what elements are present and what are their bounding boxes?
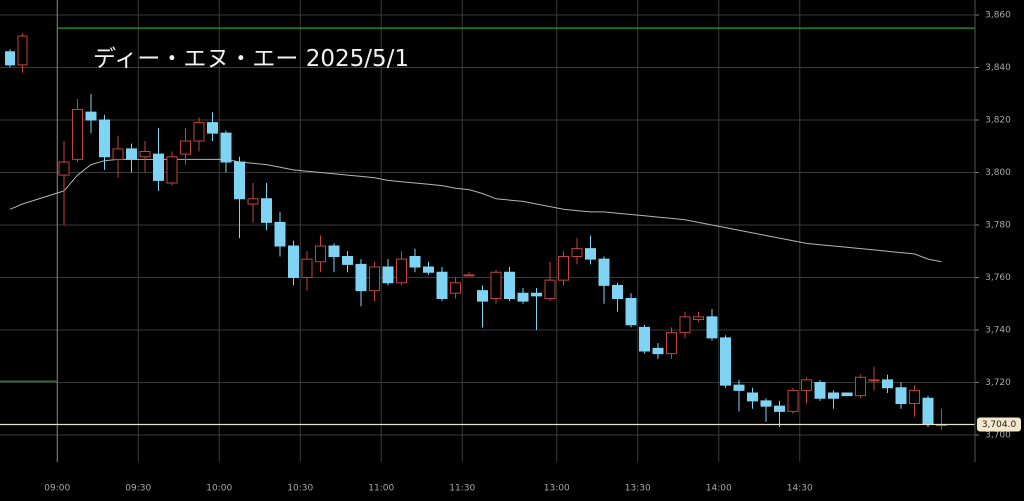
- candle-body: [85, 111, 97, 121]
- y-tick-label: 3,840: [985, 63, 1011, 73]
- candle-body: [288, 245, 299, 278]
- candle-body: [747, 392, 758, 402]
- candle-body: [450, 282, 461, 294]
- y-tick-label: 3,700: [985, 431, 1011, 441]
- candle-body: [409, 256, 421, 268]
- candle-body: [423, 266, 434, 273]
- x-tick-label: 09:00: [44, 484, 70, 494]
- candle-body: [342, 256, 353, 265]
- candle-body: [436, 271, 448, 299]
- candle-body: [396, 258, 407, 284]
- candle-body: [625, 298, 637, 326]
- candle-body: [207, 122, 218, 134]
- candle-body: [139, 151, 151, 158]
- candle-body: [382, 266, 394, 284]
- candle-body: [112, 148, 124, 160]
- chart-title: ディー・エヌ・エー 2025/5/1: [93, 46, 409, 72]
- grid: 3,700 3,720 3,740 3,760 3,780 3,800 3,820 3,840…: [0, 0, 1011, 494]
- x-tick-label: 11:00: [368, 484, 394, 494]
- candle-body: [706, 316, 718, 339]
- candle-body: [517, 292, 529, 302]
- y-tick-label: 3,760: [985, 273, 1011, 283]
- candle-body: [666, 332, 677, 355]
- candle-body: [868, 379, 880, 382]
- candle-body: [369, 266, 380, 292]
- candle-body: [17, 35, 28, 66]
- candle-body: [760, 400, 772, 407]
- candle-body: [544, 279, 556, 299]
- moving-average: [9, 158, 942, 263]
- x-tick-label: 11:30: [449, 484, 475, 494]
- candle-body: [828, 392, 839, 399]
- candle-body: [193, 122, 205, 142]
- candle-body: [801, 379, 812, 391]
- candle-body: [720, 337, 731, 386]
- y-tick-label: 3,740: [985, 326, 1011, 336]
- candle-body: [261, 198, 272, 223]
- candle-body: [153, 153, 164, 181]
- candle-body: [639, 326, 650, 352]
- candle-body: [315, 245, 326, 263]
- candle-body: [909, 389, 920, 404]
- plot: [0, 27, 975, 430]
- candle-body: [693, 316, 704, 320]
- candle-body: [72, 109, 83, 160]
- candle-body: [234, 161, 245, 200]
- candle-body: [166, 156, 178, 184]
- last-price-label: 3,704.0: [982, 420, 1017, 430]
- candle-body: [922, 397, 934, 425]
- candle-body: [774, 405, 785, 412]
- candle-body: [598, 258, 610, 286]
- candle-body: [328, 245, 340, 257]
- candle-body: [490, 271, 502, 299]
- candle-body: [504, 271, 515, 299]
- candle-body: [679, 316, 691, 334]
- candle-body: [571, 248, 583, 257]
- x-tick-label: 14:30: [787, 484, 813, 494]
- candle-body: [531, 292, 542, 297]
- candle-body: [58, 161, 70, 176]
- candle-body: [787, 389, 799, 412]
- candle-body: [274, 221, 286, 247]
- candle-body: [652, 347, 664, 355]
- x-tick-label: 10:00: [206, 484, 232, 494]
- x-tick-label: 10:30: [287, 484, 313, 494]
- x-tick-label: 13:30: [625, 484, 651, 494]
- x-tick-label: 14:00: [706, 484, 732, 494]
- candle-body: [5, 51, 15, 66]
- candle-body: [477, 290, 488, 302]
- candle-body: [855, 376, 866, 397]
- candle-body: [895, 387, 907, 404]
- candle-body: [841, 392, 853, 397]
- candle-body: [220, 132, 232, 163]
- candle-body: [355, 263, 367, 292]
- y-tick-label: 3,860: [985, 11, 1011, 21]
- y-tick-label: 3,820: [985, 116, 1011, 126]
- candle-body: [558, 256, 569, 281]
- candle-body: [463, 274, 475, 277]
- candle-body: [180, 140, 191, 155]
- candle-body: [733, 384, 745, 391]
- candle-body: [247, 198, 259, 205]
- x-tick-label: 13:00: [544, 484, 570, 494]
- candle-body: [585, 248, 596, 260]
- y-tick-label: 3,800: [985, 168, 1011, 178]
- y-tick-label: 3,780: [985, 221, 1011, 231]
- candle-body: [126, 148, 137, 160]
- last-price-box: [977, 417, 1021, 432]
- candle-body: [612, 284, 623, 299]
- candle-body: [99, 119, 110, 158]
- candle-body: [882, 379, 893, 389]
- candle-body: [814, 382, 826, 399]
- candle-body: [301, 258, 313, 278]
- x-tick-label: 09:30: [125, 484, 151, 494]
- y-tick-label: 3,720: [985, 378, 1011, 388]
